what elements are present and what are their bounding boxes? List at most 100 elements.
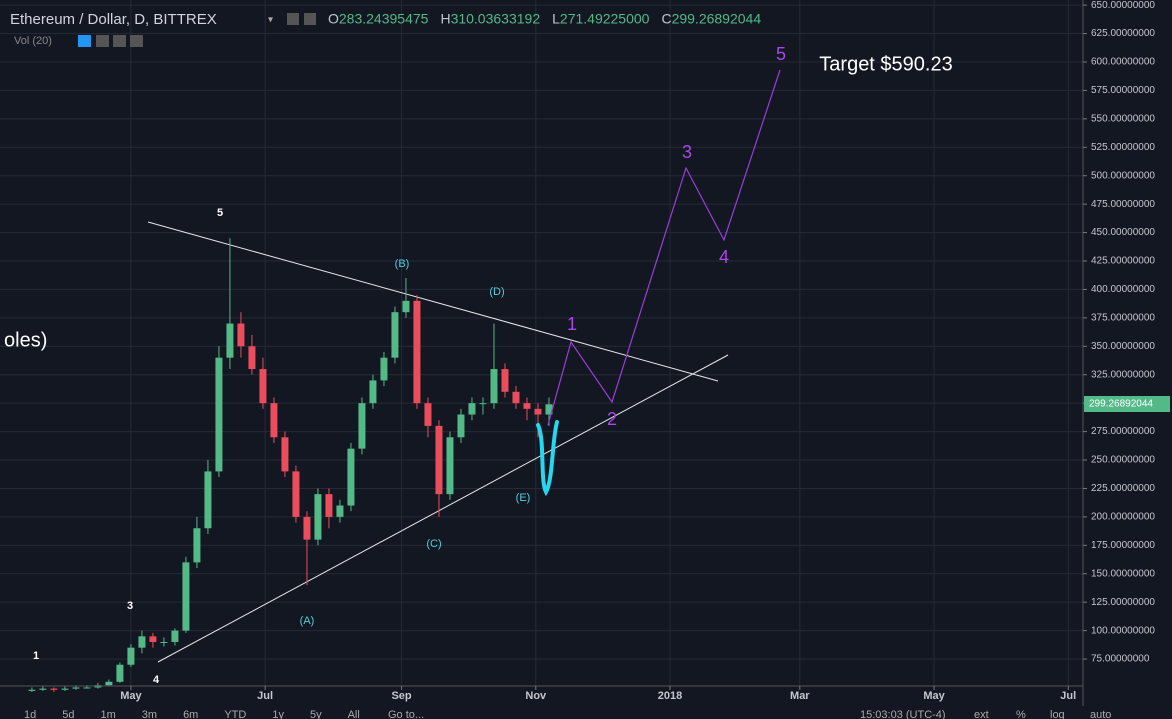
- candle-body: [226, 323, 234, 358]
- candle-body: [116, 664, 124, 682]
- y-tick-label: 125.00000000: [1091, 597, 1155, 608]
- x-tick-label: Nov: [525, 690, 547, 702]
- annotation: 5: [217, 207, 223, 219]
- annotation: 5: [776, 44, 786, 64]
- cut-text: oles): [4, 329, 47, 351]
- candle-body: [28, 689, 36, 691]
- icon[interactable]: [304, 13, 316, 25]
- candle-body: [534, 408, 542, 415]
- candle-body: [127, 647, 135, 665]
- annotation: Target $590.23: [819, 53, 952, 75]
- candle-body: [292, 471, 300, 517]
- range-button[interactable]: 5d: [62, 709, 74, 719]
- candle-body: [523, 403, 531, 409]
- candle-body: [369, 380, 377, 404]
- candle-body: [160, 641, 168, 643]
- candle-body: [501, 369, 509, 392]
- option-button[interactable]: auto: [1090, 709, 1111, 719]
- ohlc-key: L: [552, 11, 560, 27]
- volume-label: Vol (20): [14, 35, 52, 47]
- candle-body: [105, 681, 113, 686]
- ohlc-value: 271.49225000: [560, 11, 650, 27]
- y-tick-label: 75.00000000: [1091, 654, 1150, 665]
- y-tick-label: 250.00000000: [1091, 455, 1155, 466]
- annotation: (C): [426, 538, 441, 550]
- candle-body: [468, 403, 476, 415]
- range-button[interactable]: All: [348, 709, 360, 719]
- y-tick-label: 450.00000000: [1091, 227, 1155, 238]
- clock: 15:03:03 (UTC-4): [860, 709, 946, 719]
- candle-body: [281, 437, 289, 472]
- dropdown[interactable]: ▾: [268, 15, 273, 26]
- annotation: (E): [516, 492, 531, 504]
- candle-body: [424, 403, 432, 426]
- y-tick-label: 375.00000000: [1091, 313, 1155, 324]
- y-tick-label: 425.00000000: [1091, 256, 1155, 267]
- y-tick-label: 500.00000000: [1091, 170, 1155, 181]
- y-tick-label: 325.00000000: [1091, 369, 1155, 380]
- annotation: 1: [33, 650, 39, 662]
- ohlc-value: 310.03633192: [451, 11, 541, 27]
- range-button[interactable]: 6m: [183, 709, 198, 719]
- range-button[interactable]: 1m: [101, 709, 116, 719]
- candle-body: [204, 471, 212, 529]
- candle-body: [347, 448, 355, 506]
- y-tick-label: 200.00000000: [1091, 512, 1155, 523]
- range-button[interactable]: 5y: [310, 709, 322, 719]
- x-tick-label: 2018: [658, 690, 682, 702]
- y-tick-label: 475.00000000: [1091, 199, 1155, 210]
- range-button[interactable]: 1y: [272, 709, 284, 719]
- y-tick-label: 575.00000000: [1091, 85, 1155, 96]
- y-tick-label: 600.00000000: [1091, 57, 1155, 68]
- trendline-upper: [147, 221, 719, 382]
- symbol[interactable]: Ethereum / Dollar, D, BITTREX: [10, 11, 217, 28]
- icon[interactable]: [130, 35, 143, 47]
- ohlc-value: 283.24395475: [339, 11, 429, 27]
- candle-body: [380, 357, 388, 381]
- candle-body: [490, 369, 498, 404]
- icon[interactable]: [78, 35, 91, 47]
- candle-body: [248, 346, 256, 370]
- candle-body: [83, 687, 91, 689]
- option-button[interactable]: %: [1016, 709, 1026, 719]
- candle-body: [215, 357, 223, 472]
- candle-body: [50, 688, 58, 690]
- candle-body: [512, 391, 520, 404]
- candle-body: [303, 516, 311, 540]
- candle-body: [336, 505, 344, 517]
- candle-body: [193, 528, 201, 563]
- icon[interactable]: [96, 35, 109, 47]
- ohlc-key: C: [661, 11, 671, 27]
- y-tick-label: 350.00000000: [1091, 341, 1155, 352]
- annotation: 3: [127, 600, 133, 612]
- option-button[interactable]: log: [1050, 709, 1065, 719]
- x-tick-label: May: [120, 690, 142, 702]
- candle-body: [402, 300, 410, 313]
- option-button[interactable]: ext: [974, 709, 989, 719]
- candle-body: [457, 414, 465, 438]
- y-tick-label: 225.00000000: [1091, 483, 1155, 494]
- range-button[interactable]: 1d: [24, 709, 36, 719]
- price-axis: [1083, 0, 1172, 706]
- y-tick-label: 525.00000000: [1091, 142, 1155, 153]
- trendline-lower: [157, 354, 729, 663]
- icon[interactable]: [113, 35, 126, 47]
- range-button[interactable]: 3m: [142, 709, 157, 719]
- candle-body: [358, 403, 366, 449]
- last-price-tag: [1084, 395, 1170, 412]
- x-tick-label: Sep: [391, 690, 411, 702]
- candle-body: [39, 688, 47, 690]
- x-tick-label: May: [923, 690, 945, 702]
- range-button[interactable]: YTD: [224, 709, 246, 719]
- candle-body: [259, 369, 267, 404]
- y-tick-label: 625.00000000: [1091, 28, 1155, 39]
- icon[interactable]: [287, 13, 299, 25]
- x-tick-label: Mar: [790, 690, 810, 702]
- y-tick-label: 175.00000000: [1091, 540, 1155, 551]
- goto-button[interactable]: Go to...: [388, 709, 424, 719]
- ohlc-value: 299.26892044: [672, 11, 762, 27]
- y-tick-label: 150.00000000: [1091, 568, 1155, 579]
- candle-body: [237, 323, 245, 347]
- last-price-label: 299.26892044: [1089, 399, 1153, 410]
